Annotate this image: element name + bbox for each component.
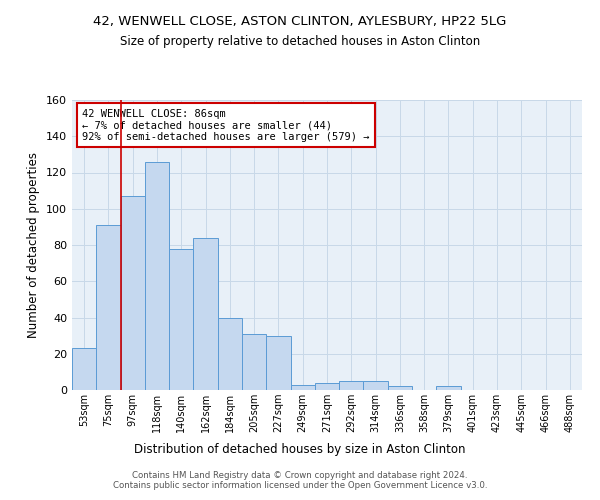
Y-axis label: Number of detached properties: Number of detached properties bbox=[28, 152, 40, 338]
Bar bbox=[242, 334, 266, 390]
Text: Distribution of detached houses by size in Aston Clinton: Distribution of detached houses by size … bbox=[134, 442, 466, 456]
Bar bbox=[193, 238, 218, 390]
Text: 42, WENWELL CLOSE, ASTON CLINTON, AYLESBURY, HP22 5LG: 42, WENWELL CLOSE, ASTON CLINTON, AYLESB… bbox=[94, 15, 506, 28]
Bar bbox=[266, 336, 290, 390]
Bar bbox=[388, 386, 412, 390]
Text: Size of property relative to detached houses in Aston Clinton: Size of property relative to detached ho… bbox=[120, 35, 480, 48]
Bar bbox=[364, 381, 388, 390]
Bar bbox=[315, 383, 339, 390]
Bar bbox=[339, 381, 364, 390]
Bar bbox=[290, 384, 315, 390]
Bar bbox=[96, 225, 121, 390]
Bar bbox=[169, 248, 193, 390]
Bar bbox=[218, 318, 242, 390]
Bar bbox=[72, 348, 96, 390]
Bar bbox=[145, 162, 169, 390]
Text: Contains HM Land Registry data © Crown copyright and database right 2024.
Contai: Contains HM Land Registry data © Crown c… bbox=[113, 470, 487, 490]
Text: 42 WENWELL CLOSE: 86sqm
← 7% of detached houses are smaller (44)
92% of semi-det: 42 WENWELL CLOSE: 86sqm ← 7% of detached… bbox=[82, 108, 370, 142]
Bar bbox=[436, 386, 461, 390]
Bar bbox=[121, 196, 145, 390]
